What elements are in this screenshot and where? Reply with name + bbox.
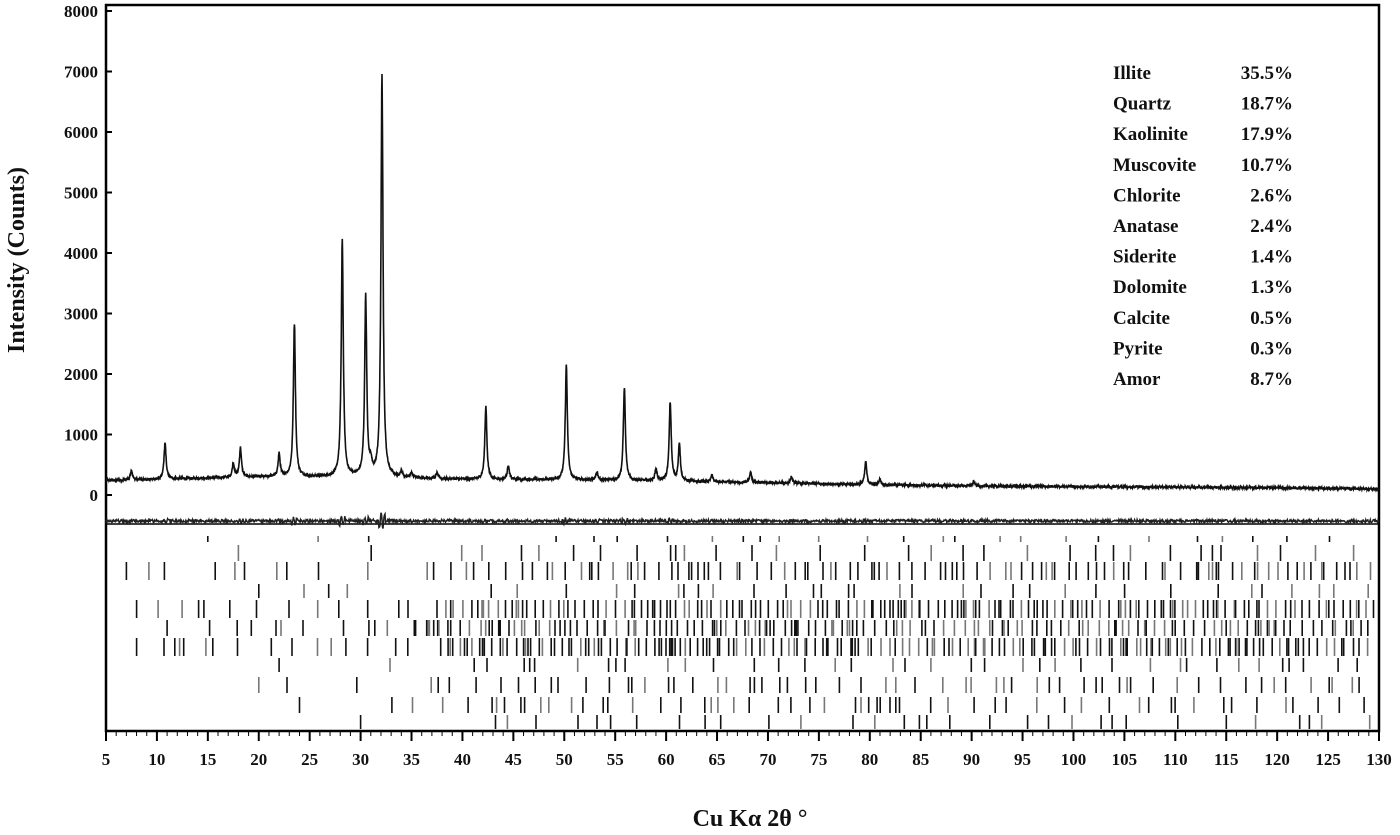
x-tick-label-20: 20 <box>250 750 267 769</box>
x-tick-label-130: 130 <box>1366 750 1392 769</box>
x-tick-label-25: 25 <box>301 750 318 769</box>
legend-entry-dolomite: Dolomite 1.3% <box>1113 277 1293 298</box>
x-tick-label-95: 95 <box>1014 750 1031 769</box>
y-tick-label-5000: 5000 <box>64 184 98 203</box>
legend-percent: 10.7% <box>1241 155 1293 176</box>
legend-mineral: Amor <box>1113 369 1161 390</box>
legend-percent: 2.6% <box>1250 185 1293 206</box>
x-tick-label-50: 50 <box>556 750 573 769</box>
phase-tick-marks-panel <box>125 536 1375 729</box>
legend-percent: 2.4% <box>1250 216 1293 237</box>
legend-percent: 0.5% <box>1250 308 1293 329</box>
x-tick-label-40: 40 <box>454 750 471 769</box>
legend-mineral: Siderite <box>1113 247 1176 268</box>
x-tick-label-35: 35 <box>403 750 420 769</box>
legend-percent: 1.3% <box>1250 277 1293 298</box>
x-tick-label-90: 90 <box>963 750 980 769</box>
legend-mineral: Quartz <box>1113 94 1172 115</box>
x-axis-title: Cu Kα 2θ ° <box>693 806 808 832</box>
legend-percent: 8.7% <box>1250 369 1293 390</box>
x-tick-label-80: 80 <box>861 750 878 769</box>
x-tick-label-120: 120 <box>1264 750 1290 769</box>
legend-entry-amor: Amor 8.7% <box>1113 369 1293 390</box>
legend-mineral: Chlorite <box>1113 185 1181 206</box>
x-tick-label-70: 70 <box>759 750 776 769</box>
y-tick-label-3000: 3000 <box>64 305 98 324</box>
legend-entry-anatase: Anatase 2.4% <box>1113 216 1293 237</box>
legend-percent: 0.3% <box>1250 338 1293 359</box>
legend-entry-pyrite: Pyrite 0.3% <box>1113 338 1293 359</box>
x-tick-label-65: 65 <box>709 750 726 769</box>
legend-entry-illite: Illite 35.5% <box>1113 63 1293 84</box>
legend-entry-muscovite: Muscovite 10.7% <box>1113 155 1293 176</box>
legend-entry-quartz: Quartz 18.7% <box>1113 94 1293 115</box>
legend-mineral: Dolomite <box>1113 277 1187 298</box>
x-tick-label-85: 85 <box>912 750 929 769</box>
y-tick-label-6000: 6000 <box>64 123 98 142</box>
legend-mineral: Anatase <box>1113 216 1178 237</box>
legend-entry-siderite: Siderite 1.4% <box>1113 247 1293 268</box>
legend-mineral: Calcite <box>1113 308 1170 329</box>
y-tick-label-4000: 4000 <box>64 244 98 263</box>
legend-mineral: Muscovite <box>1113 155 1196 176</box>
y-axis-title: Intensity (Counts) <box>4 167 30 353</box>
x-axis: 5 10 15 20 25 30 35 40 45 50 55 60 65 70 75 80 85 90 95 100… <box>102 731 1392 769</box>
x-tick-label-75: 75 <box>810 750 827 769</box>
x-tick-label-15: 15 <box>199 750 216 769</box>
x-tick-label-10: 10 <box>148 750 165 769</box>
y-tick-label-2000: 2000 <box>64 365 98 384</box>
x-tick-label-100: 100 <box>1061 750 1087 769</box>
x-tick-label-5: 5 <box>102 750 111 769</box>
x-tick-label-110: 110 <box>1163 750 1188 769</box>
legend-mineral: Illite <box>1113 63 1151 84</box>
residual-line <box>105 511 1380 529</box>
y-tick-label-7000: 7000 <box>64 63 98 82</box>
x-tick-label-55: 55 <box>607 750 624 769</box>
legend: Illite 35.5% Quartz 18.7% Kaolinite 17.9% Musc… <box>1113 63 1293 390</box>
x-tick-label-60: 60 <box>658 750 675 769</box>
legend-percent: 1.4% <box>1250 247 1293 268</box>
x-tick-label-115: 115 <box>1214 750 1239 769</box>
y-axis: 0 1000 2000 3000 4000 5000 6000 7000 8000 <box>64 2 112 505</box>
legend-percent: 17.9% <box>1241 124 1293 145</box>
legend-mineral: Pyrite <box>1113 338 1163 359</box>
plot-frame <box>104 3 1381 733</box>
y-tick-label-0: 0 <box>90 486 99 505</box>
y-tick-label-8000: 8000 <box>64 2 98 21</box>
legend-entry-chlorite: Chlorite 2.6% <box>1113 185 1293 206</box>
x-tick-label-105: 105 <box>1112 750 1138 769</box>
y-tick-label-1000: 1000 <box>64 426 98 445</box>
diffraction-pattern-line <box>105 73 1380 494</box>
legend-entry-kaolinite: Kaolinite 17.9% <box>1113 124 1293 145</box>
legend-mineral: Kaolinite <box>1113 124 1188 145</box>
x-tick-label-45: 45 <box>505 750 522 769</box>
legend-entry-calcite: Calcite 0.5% <box>1113 308 1293 329</box>
legend-percent: 18.7% <box>1241 94 1293 115</box>
legend-percent: 35.5% <box>1241 63 1293 84</box>
x-tick-label-30: 30 <box>352 750 369 769</box>
x-tick-label-125: 125 <box>1315 750 1341 769</box>
